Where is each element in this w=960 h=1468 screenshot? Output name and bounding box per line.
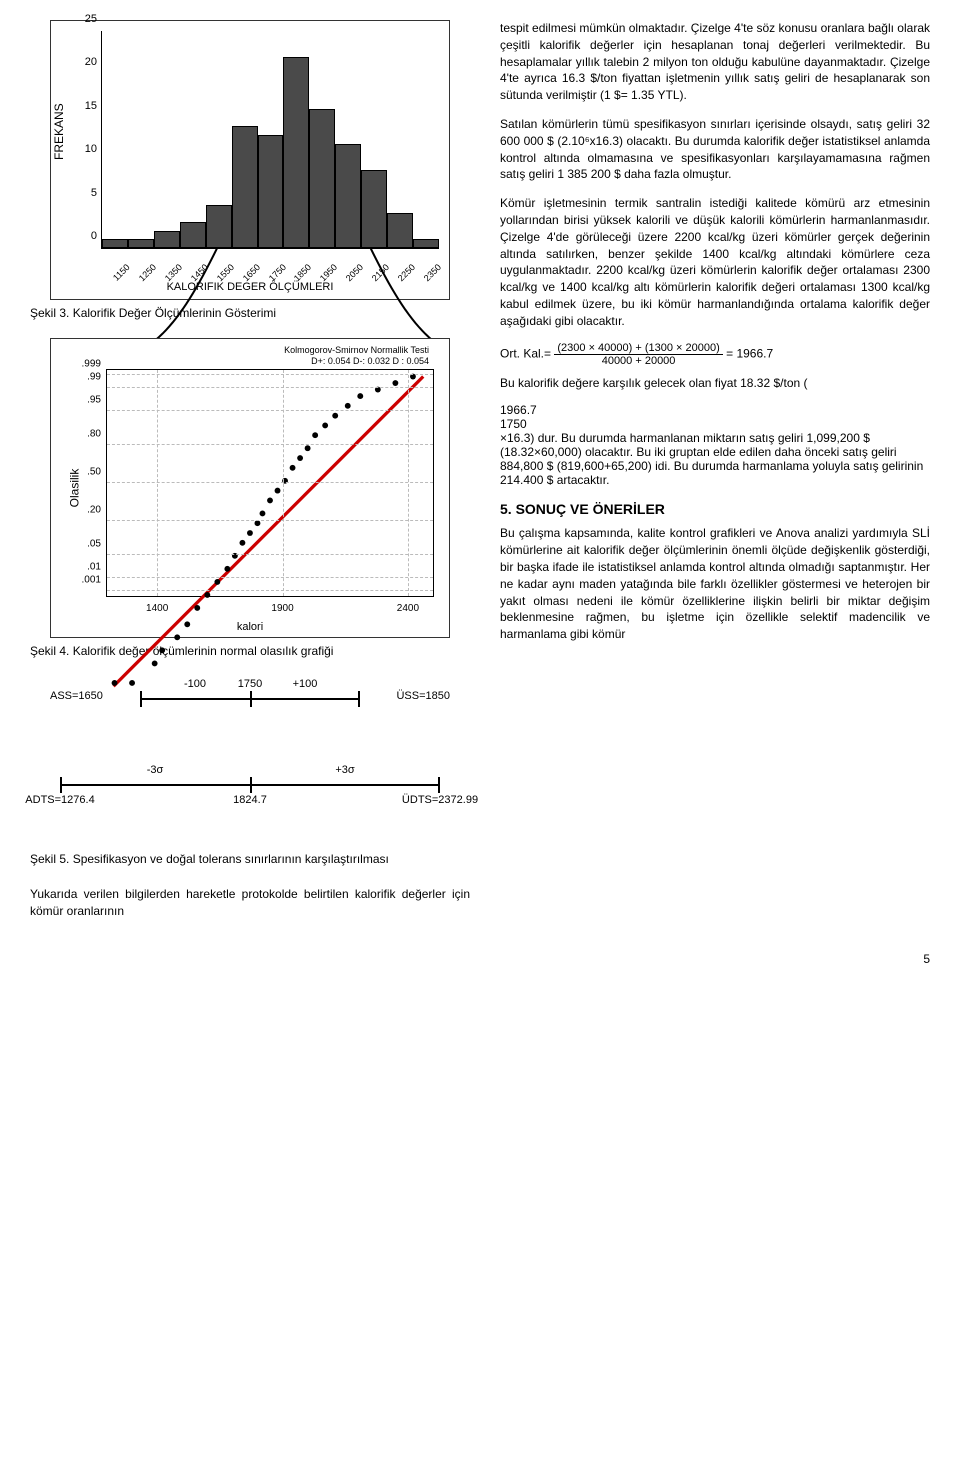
y-tick: 25 [72,13,97,25]
histogram-plot-area: 0510152025115012501350145015501650175018… [101,31,439,249]
tol1-center: 1750 [238,678,262,690]
histogram-xlabel: KALORIFIK DEGER ÖLÇÜMLERI [167,281,334,293]
formula1-num: (2300 × 40000) + (1300 × 20000) [554,342,722,355]
prob-y-tick: .80 [69,428,101,439]
p4a: Bu kalorifik değere karşılık gelecek ola… [500,376,804,390]
para-5: Bu çalışma kapsamında, kalite kontrol gr… [500,525,930,643]
x-tick: 1250 [137,262,158,283]
tolerance-diagram-2: -3σ +3σ ADTS=1276.4 1824.7 ÜDTS=2372.99 [50,756,450,816]
histogram-bar [232,126,258,248]
formula-ort-kal: Ort. Kal.= (2300 × 40000) + (1300 × 2000… [500,342,930,367]
tol1-right: ÜSS=1850 [396,690,450,702]
caption-text: Kalorifik Değer Ölçümlerinin Gösterimi [73,306,276,320]
histogram-chart: FREKANS 05101520251150125013501450155016… [50,20,450,300]
y-tick: 20 [72,56,97,68]
left-paragraph: Yukarıda verilen bilgilerden hareketle p… [30,886,470,920]
formula2-num: 1966.7 [500,403,930,417]
x-tick: 2350 [422,262,443,283]
para-4: Bu kalorifik değere karşılık gelecek ola… [500,375,930,392]
histogram-bar [180,222,206,248]
y-tick: 10 [72,143,97,155]
prob-y-tick: .01 [69,561,101,572]
ks-line1: Kolmogorov-Smirnov Normallik Testi [284,345,429,356]
y-tick: 15 [72,100,97,112]
tol2-sigma-r: +3σ [335,764,354,776]
tol2-sigma-l: -3σ [147,764,164,776]
prob-y-tick: .20 [69,505,101,516]
tolerance-caption: Şekil 5. Spesifikasyon ve doğal tolerans… [30,852,470,866]
probplot-xlabel: kalori [237,621,263,633]
prob-y-tick: .999 [69,358,101,369]
tol2-right: ÜDTS=2372.99 [402,794,478,806]
histogram-ylabel: FREKANS [52,103,66,160]
tol1-left: ASS=1650 [50,690,103,702]
formula2-tail: ×16.3) [500,431,534,445]
x-tick: 2050 [344,262,365,283]
y-tick: 5 [72,187,97,199]
histogram-bar [413,239,439,248]
para-2: Satılan kömürlerin tümü spesifikasyon sı… [500,116,930,183]
y-tick: 0 [72,230,97,242]
caption-prefix: Şekil 3. [30,306,73,320]
histogram-bar [258,135,284,248]
prob-x-tick: 1900 [271,603,293,614]
ks-test-text: Kolmogorov-Smirnov Normallik Testi D+: 0… [284,345,429,367]
probplot-area: .001.01.05.20.50.80.95.99.99914001900240… [106,369,434,597]
histogram-bar [309,109,335,248]
formula2-den: 1750 [500,417,930,431]
prob-y-tick: .05 [69,539,101,550]
prob-y-tick: .95 [69,394,101,405]
page-number: 5 [30,952,930,966]
para-3: Kömür işletmesinin termik santralin iste… [500,195,930,329]
right-column: tespit edilmesi mümkün olmaktadır. Çizel… [500,20,930,932]
histogram-bar [335,144,361,248]
tol2-center: 1824.7 [233,794,267,806]
histogram-bar [102,239,128,248]
caption-prefix: Şekil 5. [30,852,73,866]
heading-5: 5. SONUÇ VE ÖNERİLER [500,501,930,517]
caption-text: Spesifikasyon ve doğal tolerans sınırlar… [73,852,389,866]
para-1: tespit edilmesi mümkün olmaktadır. Çizel… [500,20,930,104]
caption-prefix: Şekil 4. [30,644,73,658]
formula-lhs: Ort. Kal.= [500,346,551,360]
prob-y-tick: .99 [69,372,101,383]
formula1-den: 40000 + 20000 [554,355,722,367]
histogram-bar [361,170,387,248]
histogram-bar [387,213,413,248]
x-tick: 1150 [111,262,132,283]
left-column: FREKANS 05101520251150125013501450155016… [30,20,470,932]
prob-y-tick: .001 [69,575,101,586]
tol1-minus: -100 [184,678,206,690]
histogram-caption: Şekil 3. Kalorifik Değer Ölçümlerinin Gö… [30,306,470,320]
histogram-bar [283,57,309,248]
prob-x-tick: 1400 [146,603,168,614]
p4b: dur. Bu durumda harmanlanan miktarın sat… [500,431,923,487]
tolerance-diagram-1: -100 1750 +100 ASS=1650 ÜSS=1850 [50,680,450,720]
prob-x-tick: 2400 [397,603,419,614]
histogram-bar [128,239,154,248]
tol1-plus: +100 [293,678,318,690]
x-tick: 2150 [370,262,391,283]
histogram-bar [154,231,180,248]
ks-line2: D+: 0.054 D-: 0.032 D : 0.054 [284,356,429,367]
histogram-bar [206,205,232,248]
x-tick: 2250 [396,262,417,283]
probability-plot: Olasilik Kolmogorov-Smirnov Normallik Te… [50,338,450,638]
probplot-svg [107,370,433,696]
tol2-left: ADTS=1276.4 [25,794,94,806]
formula1-res: = 1966.7 [726,346,773,360]
prob-y-tick: .50 [69,467,101,478]
page-layout: FREKANS 05101520251150125013501450155016… [30,20,930,932]
